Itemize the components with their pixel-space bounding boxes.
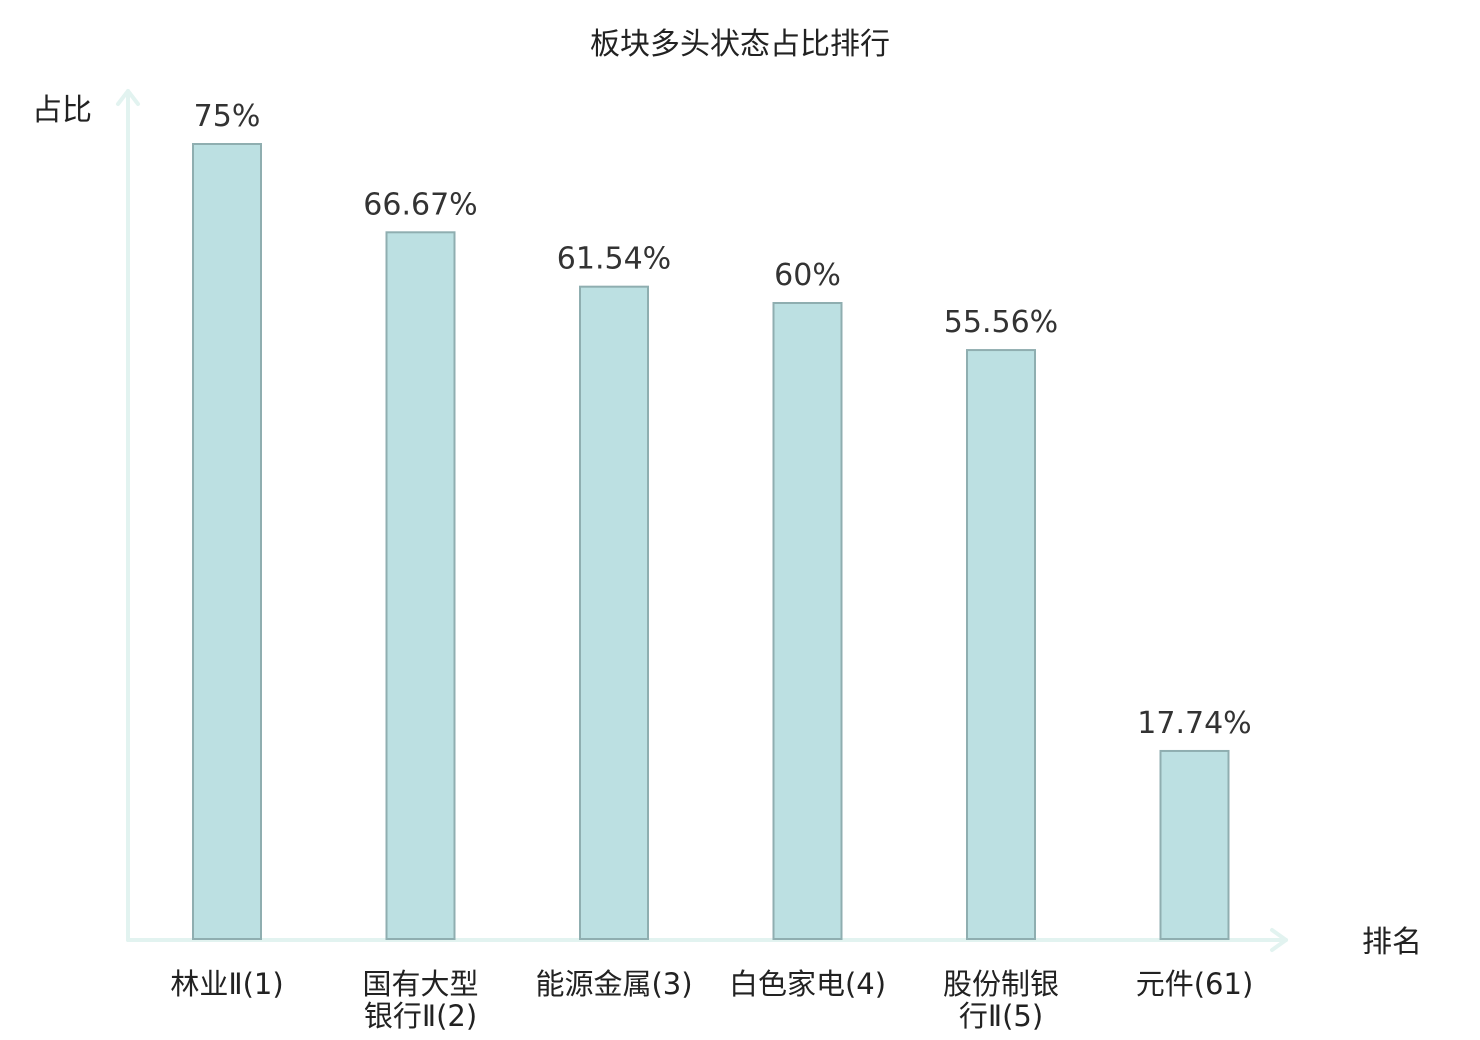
- bars-group: [192, 143, 1230, 941]
- bar-6: [1159, 749, 1230, 940]
- category-label-6: 元件(61): [1136, 967, 1254, 1001]
- x-axis-title: 排名: [1362, 925, 1422, 960]
- value-label-3: 61.54%: [557, 242, 671, 277]
- bar-1: [192, 143, 262, 940]
- bar-4: [772, 302, 843, 940]
- x-axis-arrow: [1270, 928, 1288, 952]
- category-label-2-line-2: 银行Ⅱ(2): [364, 999, 477, 1033]
- value-label-6: 17.74%: [1137, 706, 1251, 741]
- bar-3: [579, 285, 649, 940]
- chart-title: 板块多头状态占比排行: [590, 27, 890, 62]
- category-label-2-line-1: 国有大型: [362, 967, 478, 1001]
- category-label-4: 白色家电(4): [729, 967, 886, 1001]
- bar-5: [966, 349, 1036, 940]
- category-label-1: 林业Ⅱ(1): [170, 967, 283, 1001]
- category-label-5-line-2: 行Ⅱ(5): [959, 999, 1043, 1033]
- value-labels-group: 75% 66.67% 61.54% 60% 55.56% 17.74%: [194, 99, 1252, 741]
- value-label-4: 60%: [774, 258, 841, 293]
- y-axis-title: 占比: [32, 93, 92, 128]
- value-label-1: 75%: [194, 99, 261, 134]
- bar-2: [385, 231, 456, 941]
- category-label-3: 能源金属(3): [535, 967, 692, 1001]
- category-label-5-line-1: 股份制银: [943, 967, 1059, 1001]
- value-label-2: 66.67%: [363, 187, 477, 222]
- value-label-5: 55.56%: [944, 305, 1058, 340]
